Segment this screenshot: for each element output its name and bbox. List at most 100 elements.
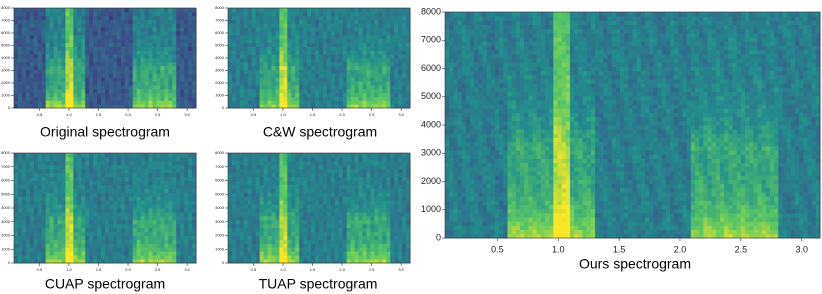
spectrogram-cell xyxy=(390,43,394,47)
spectrogram-cell xyxy=(363,62,367,66)
spectrogram-cell xyxy=(172,232,176,236)
spectrogram-cell xyxy=(319,12,323,16)
spectrogram-cell xyxy=(113,81,117,85)
spectrogram-cell xyxy=(46,157,50,161)
spectrogram-cell xyxy=(97,43,101,47)
spectrogram-cell xyxy=(156,177,160,181)
spectrogram-cell xyxy=(188,173,192,177)
spectrogram-cell xyxy=(180,77,184,81)
spectrogram-cell xyxy=(46,255,50,259)
spectrogram-cell xyxy=(73,8,77,12)
spectrogram-cell xyxy=(311,216,315,220)
spectrogram-cell xyxy=(343,31,347,35)
spectrogram-cell xyxy=(382,247,386,251)
spectrogram-cell xyxy=(30,46,34,50)
spectrogram-cell xyxy=(97,16,101,20)
spectrogram-cell xyxy=(101,16,105,20)
spectrogram-cell xyxy=(101,62,105,66)
spectrogram-cell xyxy=(149,251,153,255)
spectrogram-cell xyxy=(228,232,232,236)
spectrogram-cell xyxy=(109,181,113,185)
spectrogram-cell xyxy=(176,220,180,224)
spectrogram-cell xyxy=(279,236,283,240)
spectrogram-cell xyxy=(137,216,141,220)
spectrogram-cell xyxy=(137,255,141,259)
spectrogram-cell xyxy=(93,196,97,200)
spectrogram-cell xyxy=(244,204,248,208)
spectrogram-cell xyxy=(73,188,77,192)
spectrogram-cell xyxy=(141,232,145,236)
spectrogram-cell xyxy=(141,89,145,93)
spectrogram-cell xyxy=(370,181,374,185)
spectrogram-cell xyxy=(268,161,272,165)
spectrogram-cell xyxy=(351,192,355,196)
spectrogram-cell xyxy=(382,239,386,243)
spectrogram-cell xyxy=(279,96,283,100)
x-tick-label: 1.0 xyxy=(280,112,286,117)
spectrogram-cell xyxy=(303,169,307,173)
spectrogram-cell xyxy=(50,165,54,169)
spectrogram-cell xyxy=(97,184,101,188)
spectrogram-cell xyxy=(164,204,168,208)
spectrogram-cell xyxy=(164,255,168,259)
spectrogram-cell xyxy=(252,200,256,204)
spectrogram-cell xyxy=(26,243,30,247)
spectrogram-cell xyxy=(339,192,343,196)
spectrogram-cell xyxy=(236,184,240,188)
spectrogram-cell xyxy=(315,27,319,31)
spectrogram-cell xyxy=(327,208,331,212)
spectrogram-cell xyxy=(283,220,287,224)
spectrogram-cell xyxy=(89,23,93,27)
spectrogram-cell xyxy=(394,184,398,188)
spectrogram-cell xyxy=(370,96,374,100)
spectrogram-cell xyxy=(343,251,347,255)
spectrogram-cell xyxy=(105,66,109,70)
spectrogram-cell xyxy=(248,165,252,169)
spectrogram-cell xyxy=(42,200,46,204)
spectrogram-cell xyxy=(22,173,26,177)
spectrogram-cell xyxy=(89,247,93,251)
spectrogram-cell xyxy=(54,85,58,89)
spectrogram-cell xyxy=(295,35,299,39)
spectrogram-cell xyxy=(141,50,145,54)
spectrogram-cell xyxy=(244,169,248,173)
spectrogram-cell xyxy=(93,93,97,97)
spectrogram-cell xyxy=(50,239,54,243)
spectrogram-cell xyxy=(295,184,299,188)
spectrogram-cell xyxy=(101,188,105,192)
spectrogram-cell xyxy=(299,43,303,47)
spectrogram-cell xyxy=(113,192,117,196)
spectrogram-cell xyxy=(244,50,248,54)
y-tick-label: 6000 xyxy=(215,30,225,35)
spectrogram-cell xyxy=(141,77,145,81)
spectrogram-cell xyxy=(152,96,156,100)
spectrogram-cell xyxy=(343,169,347,173)
spectrogram-cell xyxy=(180,239,184,243)
spectrogram-cell xyxy=(311,153,315,157)
spectrogram-cell xyxy=(30,196,34,200)
spectrogram-cell xyxy=(295,16,299,20)
spectrogram-cell xyxy=(386,153,390,157)
spectrogram-cell xyxy=(164,188,168,192)
spectrogram-cell xyxy=(323,188,327,192)
spectrogram-cell xyxy=(125,58,129,62)
spectrogram-cell xyxy=(256,62,260,66)
spectrogram-cell xyxy=(386,169,390,173)
spectrogram-cell xyxy=(327,165,331,169)
spectrogram-cell xyxy=(291,70,295,74)
spectrogram-cell xyxy=(363,232,367,236)
spectrogram-cell xyxy=(73,46,77,50)
spectrogram-cell xyxy=(101,31,105,35)
spectrogram-cell xyxy=(398,27,402,31)
spectrogram-cell xyxy=(109,8,113,12)
spectrogram-cell xyxy=(69,70,73,74)
spectrogram-cell xyxy=(363,236,367,240)
spectrogram-cell xyxy=(14,20,18,24)
spectrogram-cell xyxy=(343,8,347,12)
spectrogram-cell xyxy=(81,188,85,192)
spectrogram-cell xyxy=(232,54,236,58)
spectrogram-cell xyxy=(264,208,268,212)
spectrogram-cell xyxy=(327,212,331,216)
spectrogram-cell xyxy=(398,224,402,228)
spectrogram-cell xyxy=(22,255,26,259)
